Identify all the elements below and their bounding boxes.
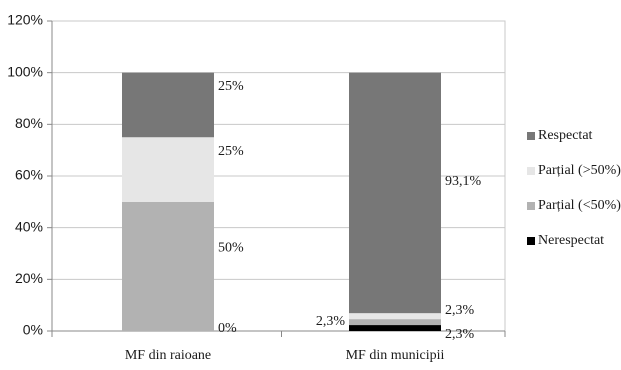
- y-tick-label: 60%: [15, 167, 43, 183]
- y-tick-label: 20%: [15, 270, 43, 286]
- legend-swatch: [527, 167, 535, 175]
- y-tick-label: 0%: [23, 322, 43, 338]
- y-tick-label: 80%: [15, 115, 43, 131]
- data-label: 0%: [218, 321, 237, 336]
- data-label: 25%: [218, 79, 244, 94]
- data-label: 2,3%: [445, 303, 475, 318]
- legend-swatch: [527, 132, 535, 140]
- legend-swatch: [527, 202, 535, 210]
- data-label: 93,1%: [445, 174, 482, 189]
- x-category-label: MF din raioane: [125, 348, 211, 363]
- bar-segment: [349, 72, 441, 314]
- y-tick-label: 40%: [15, 218, 43, 234]
- bar-segment: [122, 72, 214, 138]
- legend-label: Parțial (>50%): [538, 163, 621, 178]
- bar-segment: [122, 201, 214, 331]
- legend-label: Parțial (<50%): [538, 198, 621, 213]
- data-label: 2,3%: [445, 327, 475, 342]
- data-label: 2,3%: [316, 314, 346, 329]
- data-label: 25%: [218, 144, 244, 159]
- data-label: 50%: [218, 241, 244, 256]
- legend-label: Nerespectat: [538, 233, 604, 248]
- y-tick-label: 100%: [7, 63, 43, 79]
- bar-segment: [349, 325, 441, 331]
- x-category-label: MF din municipii: [346, 348, 445, 363]
- legend-label: Respectat: [538, 128, 593, 143]
- legend-swatch: [527, 237, 535, 245]
- bar-segment: [122, 137, 214, 202]
- bar-segment: [349, 319, 441, 326]
- bar-segment: [349, 313, 441, 320]
- y-tick-label: 120%: [7, 12, 43, 28]
